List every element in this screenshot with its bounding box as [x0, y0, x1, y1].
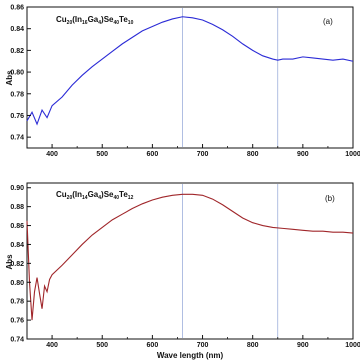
x-tick-label: 500: [96, 151, 108, 158]
x-tick-label: 800: [247, 151, 259, 158]
y-tick-label: 0.74: [10, 135, 24, 142]
y-tick-label: 0.78: [10, 91, 24, 98]
y-tick-label: 0.82: [10, 261, 24, 268]
x-tick-label: 400: [46, 151, 58, 158]
y-tick-label: 0.82: [10, 48, 24, 55]
x-tick-label: 700: [197, 151, 209, 158]
x-tick-label: 1000: [345, 151, 360, 158]
y-tick-label: 0.74: [10, 337, 24, 344]
absorbance-curve-a: [26, 16, 354, 126]
y-tick-label: 0.86: [10, 223, 24, 230]
x-tick-label: 900: [297, 151, 309, 158]
y-tick-label: 0.84: [10, 242, 24, 249]
x-tick-label: 800: [247, 342, 259, 349]
reference-lines-a: [182, 8, 279, 147]
x-axis-label: Wave length (nm): [157, 351, 224, 360]
y-tick-label: 0.90: [10, 185, 24, 192]
y-axis-label-a: Abs: [5, 70, 14, 86]
x-tick-label: 1000: [345, 342, 360, 349]
x-tick-label: 700: [197, 342, 209, 349]
y-ticks-a: 0.74 0.76 0.78 0.80 0.82 0.84 0.86: [10, 5, 31, 142]
x-ticks-a: 400 500 600 700 800 900 1000: [26, 144, 360, 158]
x-tick-label: 600: [147, 342, 159, 349]
compound-title-a: Cu20(In16Ga4)Se40Te10: [56, 15, 134, 26]
x-tick-label: 500: [96, 342, 108, 349]
x-tick-label: 900: [297, 342, 309, 349]
panel-a: 400 500 600 700 800 900 1000 0.740.760.780.800…: [5, 5, 360, 159]
reference-lines-b: [182, 184, 279, 338]
y-tick-label: 0.80: [10, 70, 24, 77]
y-axis-label-b: Abs: [5, 254, 14, 270]
y-tick-label: 0.88: [10, 204, 24, 211]
y-tick-label: 0.84: [10, 26, 24, 33]
panel-label-b: (b): [325, 194, 335, 203]
x-tick-label: 400: [46, 342, 58, 349]
y-tick-label: 0.78: [10, 299, 24, 306]
y-tick-label: 0.76: [10, 318, 24, 325]
plot-frame-b: [26, 182, 354, 340]
y-tick-label: 0.80: [10, 280, 24, 287]
y-tick-label: 0.76: [10, 113, 24, 120]
x-ticks-b: 400 500 600 700 800 900 1000: [26, 335, 360, 349]
plot-frame-a: [26, 6, 354, 149]
panel-label-a: (a): [323, 17, 333, 26]
compound-title-b: Cu20(In14Ga4)Se40Te12: [56, 190, 134, 201]
absorbance-curve-b: [26, 193, 354, 321]
x-tick-label: 600: [147, 151, 159, 158]
y-tick-label: 0.86: [10, 5, 24, 12]
panel-b: 400 500 600 700 800 900 1000 0.740.760.780.800…: [5, 182, 360, 360]
y-ticks-b: 0.74 0.76 0.78 0.80 0.82 0.84 0.86 0.88 0.90: [10, 185, 31, 344]
